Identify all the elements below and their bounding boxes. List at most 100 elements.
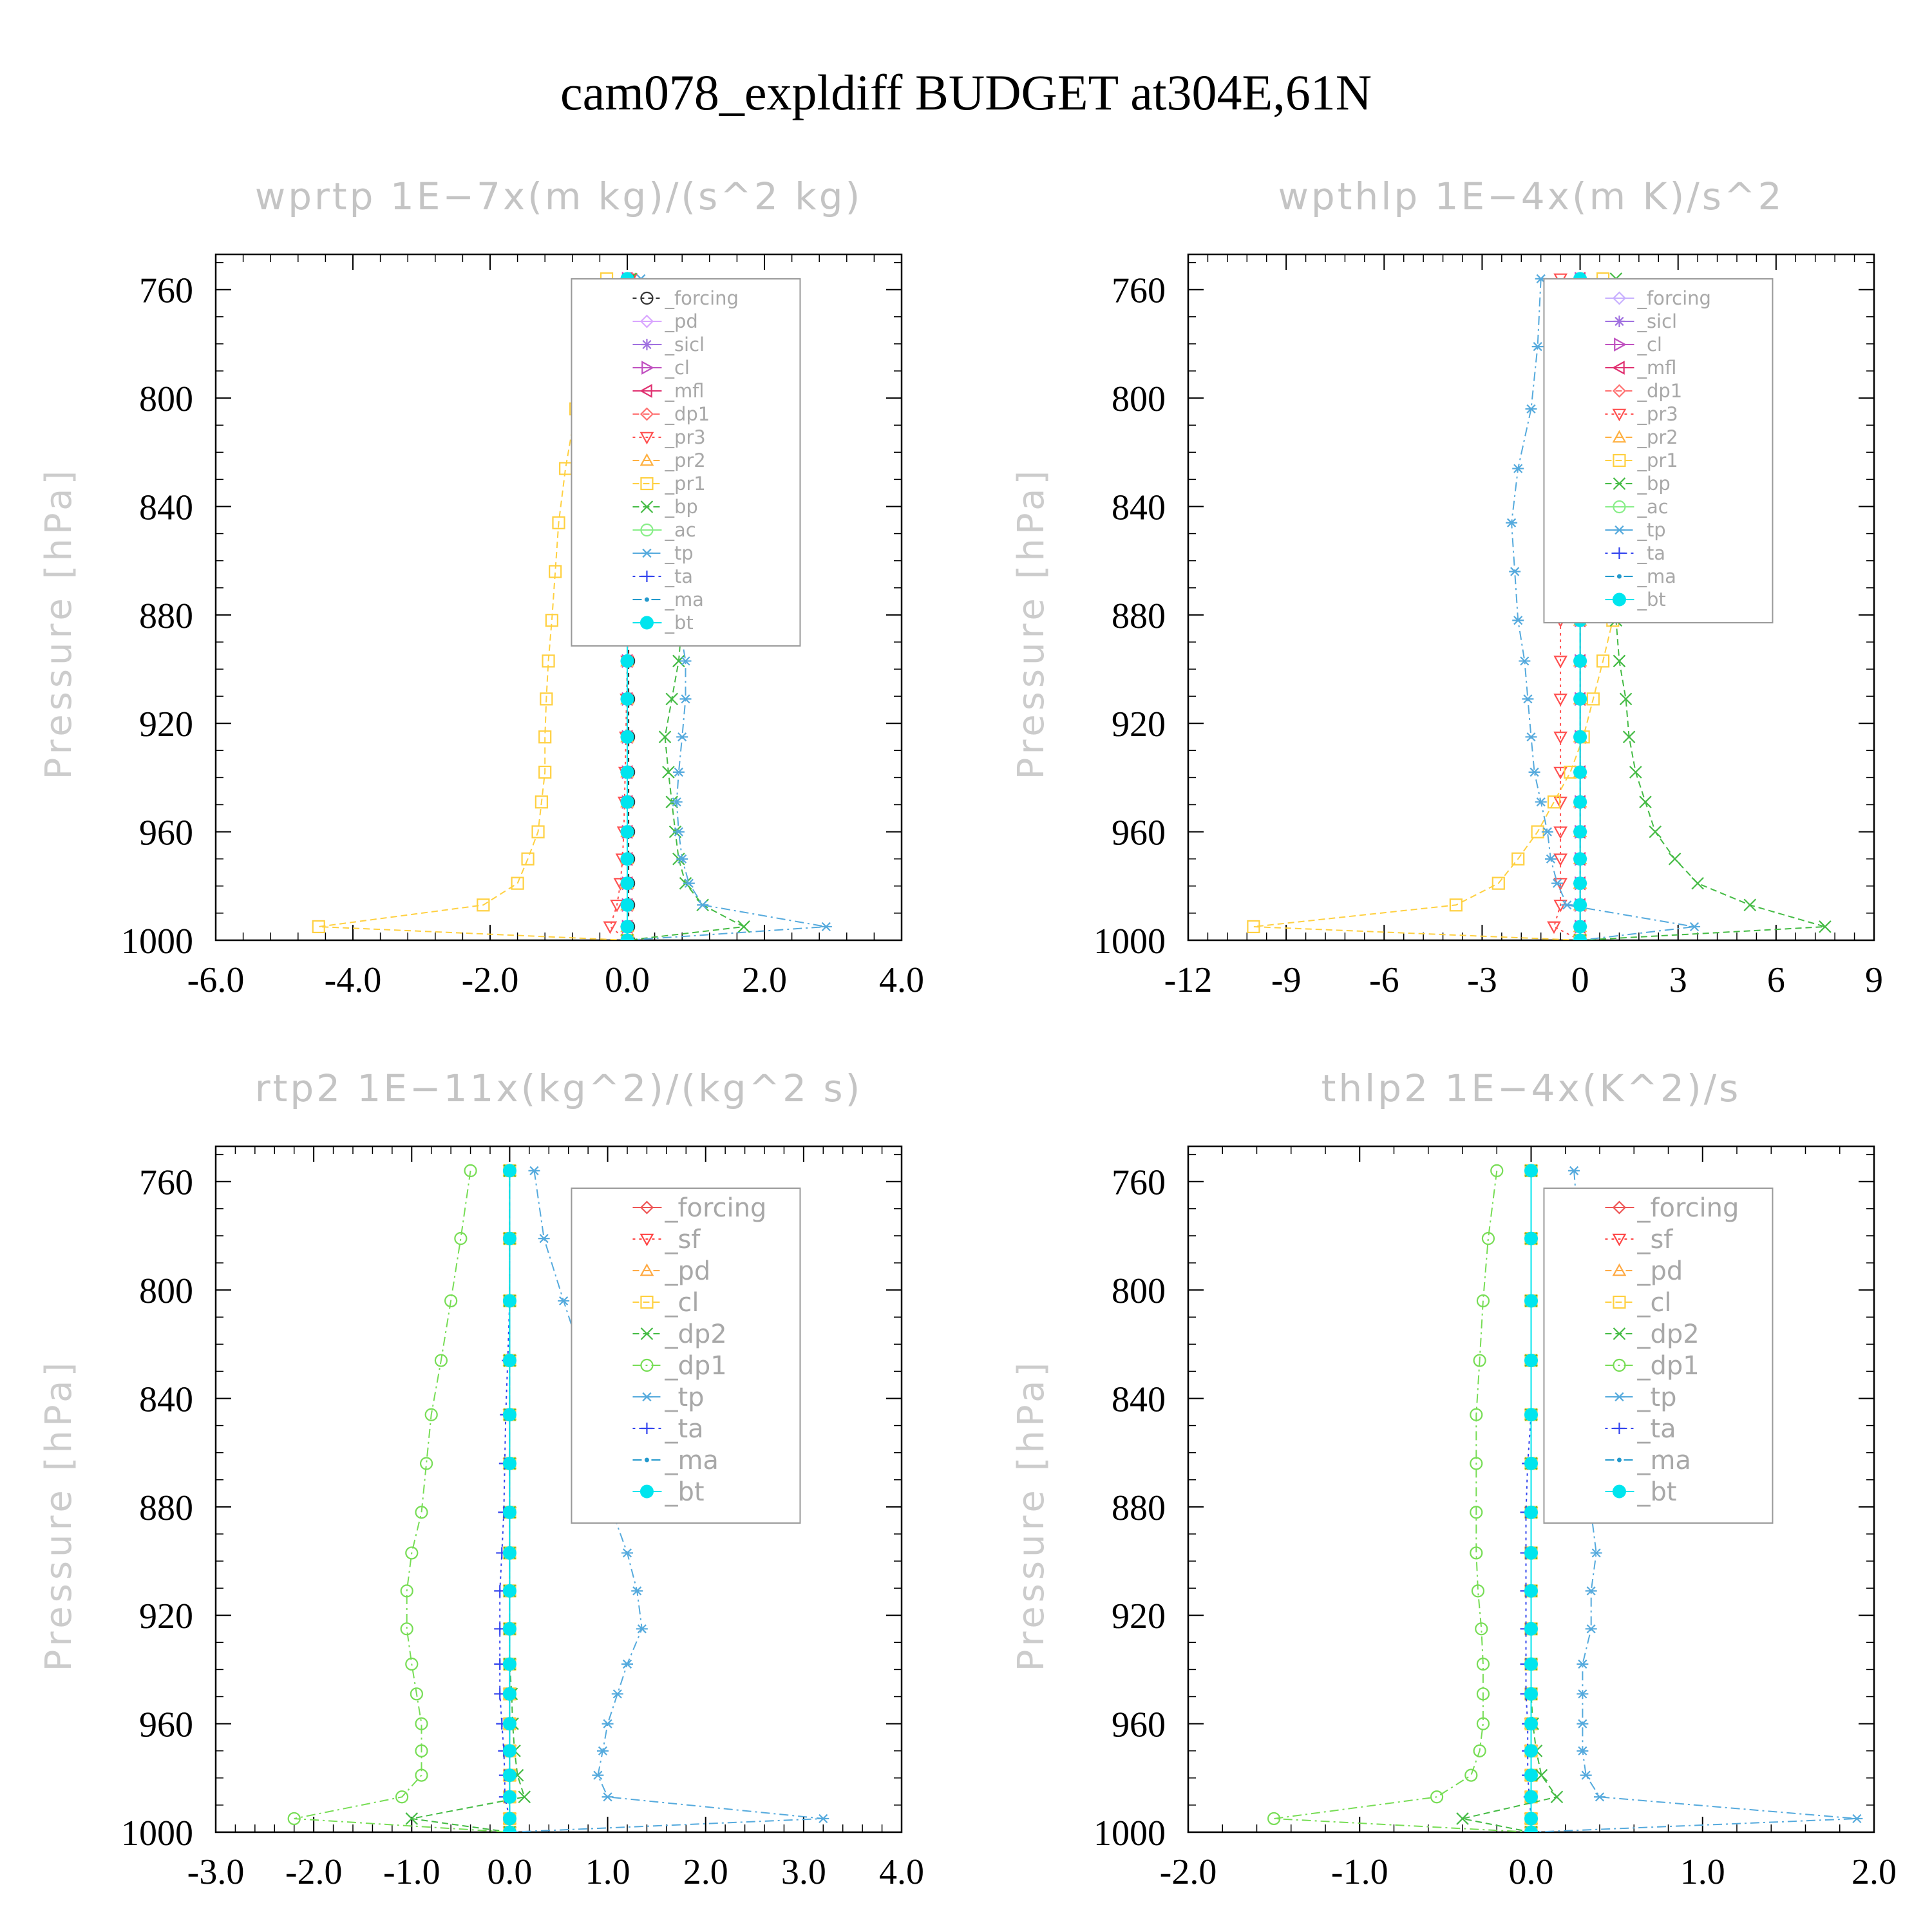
data-point [662,766,675,779]
legend-label: _ta [1636,542,1665,564]
y-tick-label: 880 [1112,596,1166,636]
legend-marker [1613,316,1625,327]
legend-item: _sicl [632,334,705,355]
data-point [697,900,709,910]
legend-label: _ac [664,519,696,541]
data-point [1471,1584,1485,1598]
data-point [1573,876,1587,891]
legend-marker [1612,1484,1626,1499]
legend-label: _ma [664,589,704,611]
legend-label: _pr3 [664,426,705,448]
data-point [603,921,618,934]
data-point [1580,1770,1592,1780]
legend-label: _dp2 [664,1320,726,1349]
y-tick-label: 840 [139,1379,193,1419]
data-point [1573,730,1587,744]
data-point [405,1812,419,1825]
legend-marker [1612,384,1627,398]
y-tick-label: 880 [139,1488,193,1528]
data-point [670,797,683,807]
y-axis-label: Pressure [hPa] [38,467,80,780]
x-tick-label: -4.0 [325,960,382,1000]
data-point [312,920,325,934]
legend-label: _cl [664,1288,699,1318]
data-point [531,825,545,838]
data-point [502,1812,516,1826]
x-tick-label: 1.0 [1680,1852,1725,1892]
legend-item: _mfl [632,380,704,402]
data-point [620,933,634,940]
data-point [502,1354,516,1368]
legend-item: _ta [1605,542,1665,564]
data-point [1449,898,1463,912]
data-point [1247,920,1260,934]
data-point [1585,1586,1597,1596]
data-point [1550,1790,1564,1804]
data-point [592,1770,604,1780]
legend-item: _bt [1605,1477,1677,1507]
legend-item: _pd [632,310,698,332]
data-point [621,1548,633,1558]
legend-item: _cl [632,357,690,379]
data-point [400,1584,413,1598]
data-point [1524,1622,1538,1636]
plot-area [287,1163,829,1832]
legend: _forcing_pd_sicl_cl_mfl_dp1_pr3_pr2_pr1_… [571,278,801,647]
data-point [1524,1164,1538,1178]
data-point [1585,1624,1597,1634]
series-dp1 [287,1164,516,1832]
x-tick-label: 3 [1669,960,1687,1000]
data-point [477,898,490,912]
data-point [1573,920,1587,934]
x-tick-label: 0.0 [1509,1852,1554,1892]
legend-label: _bp [664,496,697,518]
legend: _forcing_sicl_cl_mfl_dp1_pr3_pr2_pr1_bp_… [1543,278,1774,623]
x-tick-label: -1.0 [383,1852,440,1892]
legend-label: _cl [1636,1288,1671,1318]
legend-item: _ac [632,519,696,541]
legend-label: _mfl [664,380,704,402]
legend-marker [640,291,654,305]
legend-marker [1613,1327,1626,1340]
data-point [601,1792,614,1802]
data-point [1531,342,1544,352]
data-point [1506,518,1518,527]
y-tick-label: 920 [139,705,193,744]
y-axis-label: Pressure [hPa] [1010,1359,1052,1672]
legend-marker [640,477,654,491]
y-tick-label: 960 [139,1705,193,1745]
data-point [1596,654,1610,668]
x-tick-label: 9 [1865,960,1883,1000]
data-point [1490,1164,1504,1177]
series-line [609,278,632,940]
legend-label: _dp1 [1636,380,1682,402]
data-point [538,765,552,779]
legend-label: _pd [664,310,697,332]
data-point [1524,1744,1538,1758]
data-point [1476,1657,1490,1671]
legend-label: _ac [1636,496,1668,518]
chart-panel-4: thlp2 1E−4x(K^2)/s Pressure [hPa] -2.0 -1.0… [1010,1066,1897,1892]
data-point [540,692,553,706]
data-point [1743,898,1757,912]
data-point [502,1768,516,1783]
legend-marker [639,1484,654,1499]
data-point [1553,853,1568,866]
data-point [1561,900,1573,910]
data-point [405,1657,419,1671]
legend-label: _dp1 [1636,1351,1699,1381]
legend: _forcing_sf_pd_cl_dp2_dp1_tp_ta_ma_bt [1543,1188,1774,1524]
data-point [601,1719,614,1728]
data-point [1547,795,1561,809]
data-point [1519,656,1531,666]
data-point [1551,878,1564,888]
legend-label: _cl [1636,334,1662,355]
data-point [596,1746,609,1756]
data-point [405,1546,419,1560]
data-point [1476,1717,1490,1730]
legend-marker [641,361,654,375]
x-tick-label: 4.0 [879,1852,924,1892]
legend-marker [640,500,654,513]
data-point [1535,797,1547,807]
x-tick-label: 2.0 [683,1852,728,1892]
